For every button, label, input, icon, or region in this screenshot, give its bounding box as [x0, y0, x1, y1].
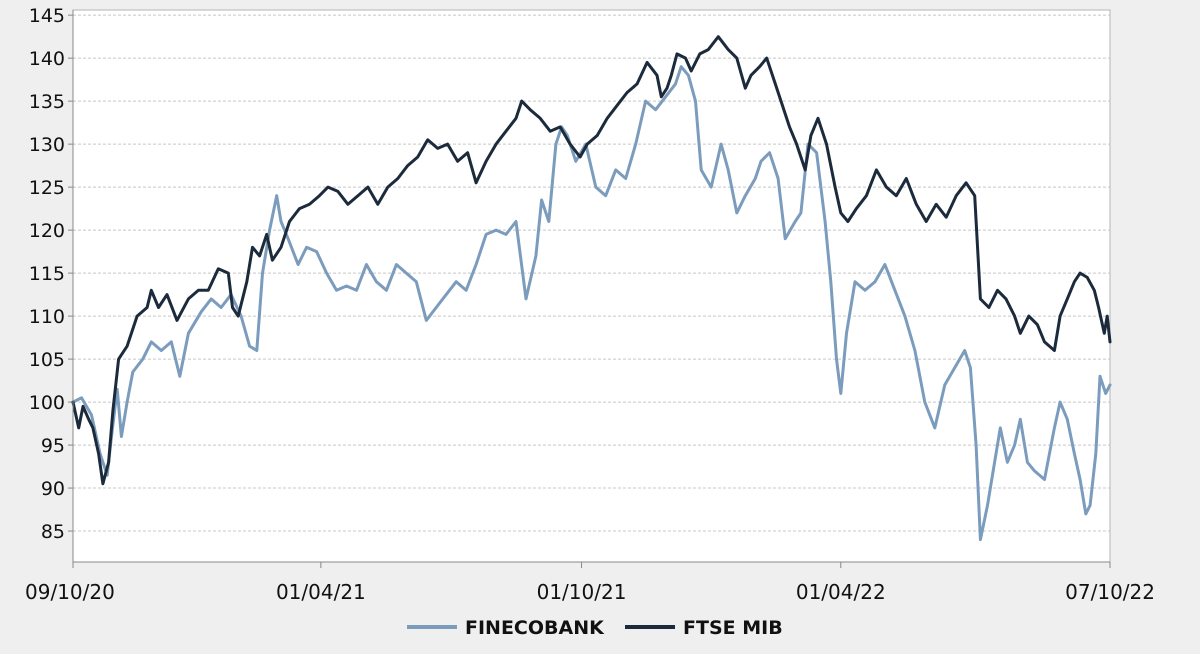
- y-tick-label: 110: [29, 306, 65, 328]
- grid-lines: [68, 14, 1111, 568]
- y-tick-label: 145: [29, 5, 65, 27]
- series-lines: [71, 35, 1112, 542]
- x-tick-label: 01/04/22: [796, 580, 886, 604]
- y-tick-label: 85: [41, 521, 65, 543]
- x-tick-label: 01/04/21: [276, 580, 366, 604]
- x-tick-labels: 09/10/20 01/04/21 01/10/21 01/04/22 07/10/22: [25, 580, 1155, 604]
- y-tick-label: 120: [29, 220, 65, 242]
- series-line-1: [71, 35, 1112, 486]
- y-tick-label: 95: [41, 435, 65, 457]
- y-tick-label: 140: [29, 48, 65, 70]
- axes: [72, 10, 1110, 563]
- y-tick-label: 100: [29, 392, 65, 414]
- legend-label: FTSE MIB: [683, 617, 783, 639]
- y-tick-label: 135: [29, 91, 65, 113]
- y-tick-label: 125: [29, 177, 65, 199]
- y-tick-label: 105: [29, 349, 65, 371]
- x-tick-label: 09/10/20: [25, 580, 115, 604]
- legend: FINECOBANK FTSE MIB: [407, 617, 783, 639]
- y-tick-label: 130: [29, 134, 65, 156]
- y-tick-label: 115: [29, 263, 65, 285]
- x-tick-label: 01/10/21: [537, 580, 627, 604]
- y-tick-label: 90: [41, 478, 65, 500]
- legend-label: FINECOBANK: [465, 617, 605, 639]
- series-line-0: [71, 65, 1112, 542]
- x-tick-label: 07/10/22: [1065, 580, 1155, 604]
- y-tick-labels: 85 90 95 100 105 110 115 120 125 130 135 140 145: [29, 5, 65, 543]
